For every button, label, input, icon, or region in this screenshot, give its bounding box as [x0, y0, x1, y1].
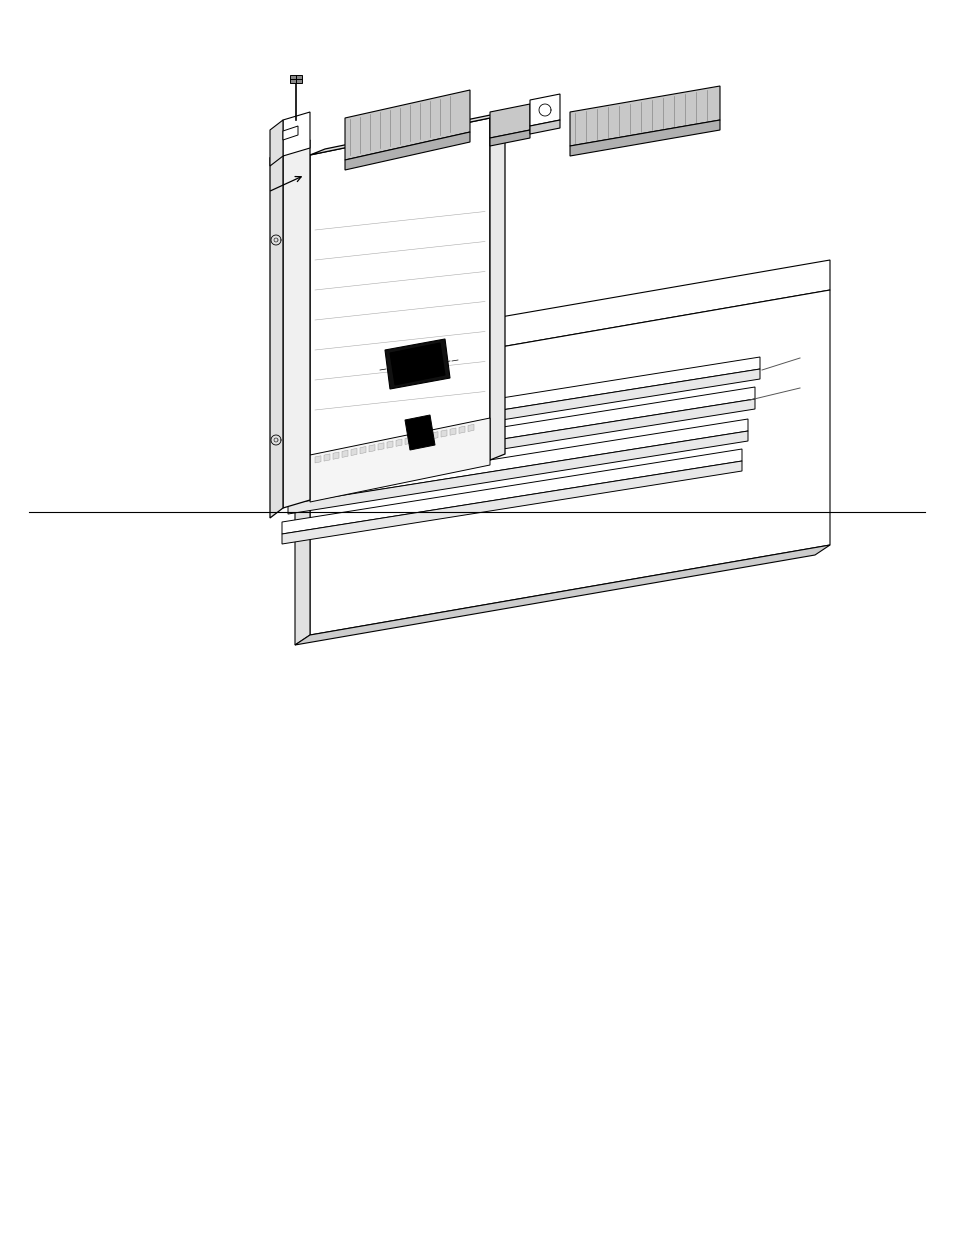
- Polygon shape: [294, 399, 754, 482]
- Polygon shape: [432, 432, 437, 438]
- Polygon shape: [345, 132, 470, 170]
- Polygon shape: [422, 433, 429, 441]
- Polygon shape: [405, 415, 435, 450]
- Polygon shape: [288, 431, 747, 514]
- Polygon shape: [414, 436, 419, 442]
- Polygon shape: [310, 417, 490, 501]
- Polygon shape: [387, 441, 393, 448]
- Polygon shape: [282, 461, 741, 543]
- Polygon shape: [569, 86, 720, 146]
- Polygon shape: [283, 126, 297, 140]
- Polygon shape: [290, 75, 302, 83]
- Polygon shape: [569, 120, 720, 156]
- Polygon shape: [369, 445, 375, 452]
- Polygon shape: [490, 104, 530, 138]
- Polygon shape: [299, 357, 760, 442]
- Polygon shape: [490, 130, 530, 146]
- Polygon shape: [283, 112, 310, 156]
- Polygon shape: [377, 443, 384, 450]
- Polygon shape: [310, 119, 490, 496]
- Polygon shape: [282, 450, 741, 534]
- Polygon shape: [283, 140, 310, 508]
- Polygon shape: [530, 94, 559, 126]
- Polygon shape: [310, 261, 829, 380]
- Polygon shape: [359, 447, 366, 453]
- Polygon shape: [270, 120, 283, 165]
- Polygon shape: [310, 290, 829, 635]
- Polygon shape: [385, 338, 450, 389]
- Polygon shape: [490, 112, 504, 459]
- Polygon shape: [405, 437, 411, 445]
- Polygon shape: [270, 140, 310, 158]
- Polygon shape: [458, 426, 464, 433]
- Polygon shape: [294, 350, 310, 645]
- Polygon shape: [288, 419, 747, 504]
- Polygon shape: [440, 430, 447, 437]
- Polygon shape: [270, 148, 283, 517]
- Polygon shape: [314, 456, 320, 463]
- Polygon shape: [450, 429, 456, 435]
- Polygon shape: [310, 112, 504, 156]
- Polygon shape: [333, 452, 338, 459]
- Polygon shape: [341, 451, 348, 457]
- Polygon shape: [294, 387, 754, 472]
- Polygon shape: [345, 90, 470, 161]
- Polygon shape: [530, 120, 559, 135]
- Polygon shape: [390, 343, 444, 385]
- Polygon shape: [324, 454, 330, 461]
- Polygon shape: [294, 545, 829, 645]
- Polygon shape: [468, 425, 474, 431]
- Polygon shape: [395, 440, 401, 446]
- Polygon shape: [299, 369, 760, 452]
- Polygon shape: [351, 448, 356, 456]
